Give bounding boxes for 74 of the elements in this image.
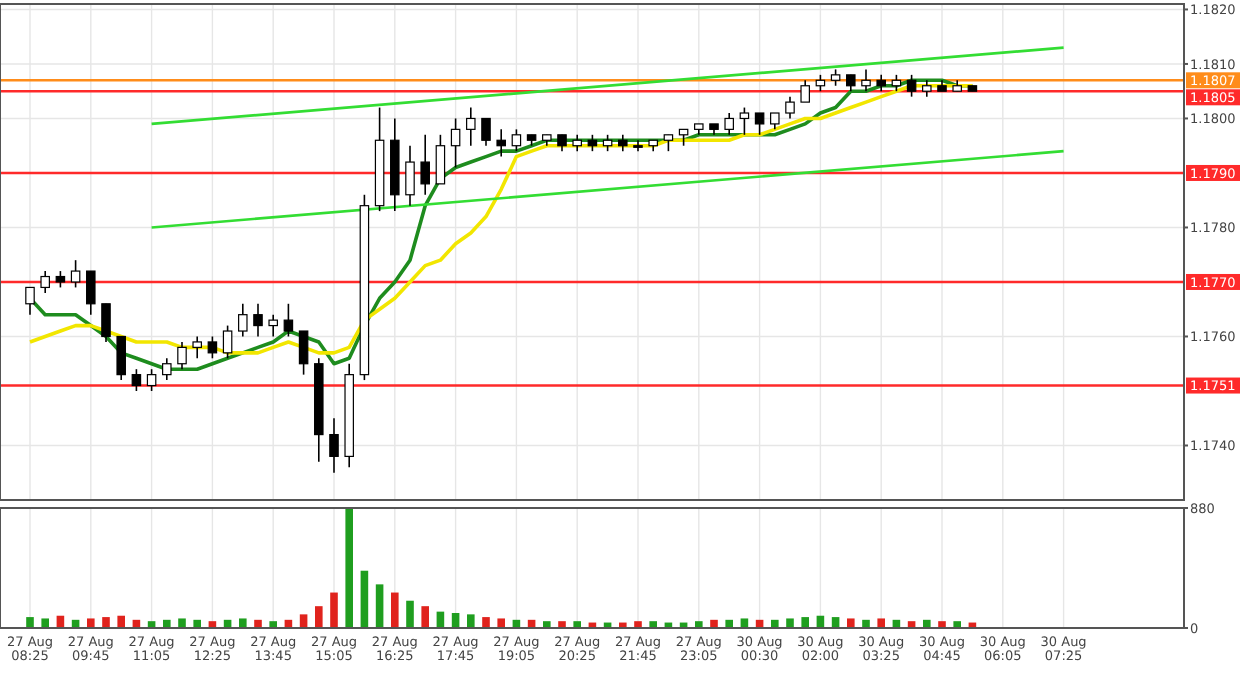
bar [330, 592, 338, 628]
candlestick [754, 112, 765, 136]
bar [87, 618, 95, 628]
bar [862, 619, 870, 628]
candlestick [162, 357, 172, 381]
candlestick [146, 368, 157, 392]
candlestick [800, 79, 810, 103]
candlestick [253, 302, 263, 338]
candlestick [511, 128, 522, 152]
bar [710, 619, 718, 628]
bar [573, 621, 581, 628]
bar [801, 617, 809, 628]
bar [178, 618, 186, 628]
bar [725, 619, 733, 628]
candlestick [329, 417, 339, 474]
bar [375, 584, 384, 628]
bar [467, 614, 475, 628]
candlestick [70, 259, 81, 289]
candlestick [724, 112, 734, 136]
candlestick [86, 270, 96, 316]
candlestick [420, 134, 430, 196]
bar [771, 619, 779, 628]
bar [193, 619, 201, 628]
bar [482, 617, 490, 628]
bar [102, 617, 110, 628]
candlestick [192, 335, 202, 360]
bar [649, 621, 657, 628]
bar [421, 606, 429, 628]
bar [938, 621, 946, 628]
candlestick [450, 117, 461, 169]
bar [360, 570, 369, 628]
bar [953, 621, 961, 628]
candlestick [435, 134, 446, 185]
bar [786, 618, 794, 628]
candlestick [633, 139, 643, 152]
candlestick [207, 335, 218, 360]
candlestick [101, 302, 111, 343]
bar [634, 621, 642, 628]
bar [269, 621, 277, 628]
bar [695, 621, 703, 628]
candlestick [906, 74, 917, 98]
candlestick [177, 341, 187, 370]
candlestick [131, 368, 142, 392]
bar [847, 618, 855, 628]
candlestick [283, 302, 294, 338]
bar [315, 606, 323, 628]
bar [345, 508, 353, 628]
candlestick [785, 95, 795, 120]
bar [497, 618, 505, 628]
candlestick [481, 117, 491, 147]
candlestick [238, 302, 248, 338]
bar [543, 621, 551, 628]
bar [254, 619, 262, 628]
candlestick [268, 313, 278, 338]
candlestick [40, 270, 50, 294]
candlestick [405, 144, 415, 207]
bar [406, 600, 414, 628]
bar [877, 618, 885, 628]
bar [117, 615, 125, 628]
bar [923, 619, 931, 628]
candlestick [739, 106, 750, 136]
bar [239, 618, 247, 628]
candlestick [25, 286, 35, 316]
candlestick [116, 335, 126, 381]
bar [163, 619, 171, 628]
bar [391, 592, 399, 628]
candlestick [222, 324, 233, 360]
candlestick [466, 106, 476, 147]
candlestick [496, 128, 506, 158]
bar [558, 621, 566, 628]
bar [26, 617, 34, 628]
candlestick [861, 68, 871, 93]
bar [41, 618, 49, 628]
candlestick [298, 330, 309, 376]
